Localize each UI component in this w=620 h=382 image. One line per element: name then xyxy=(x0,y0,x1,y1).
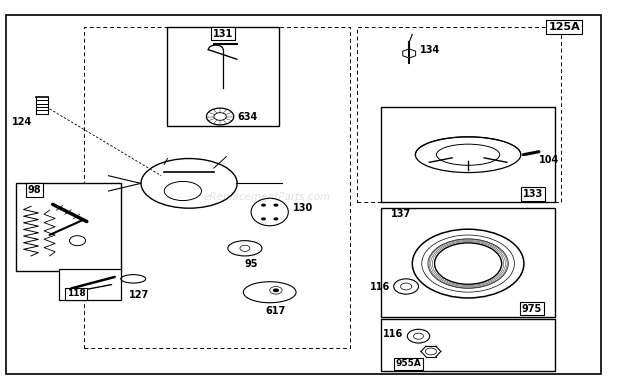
Text: 133: 133 xyxy=(523,189,543,199)
Text: 130: 130 xyxy=(293,203,314,213)
Text: 955A: 955A xyxy=(396,359,422,368)
Text: 975: 975 xyxy=(522,304,542,314)
Bar xyxy=(381,107,555,202)
Text: 124: 124 xyxy=(12,117,33,126)
Bar xyxy=(16,183,121,271)
Text: eReplacementParts.com: eReplacementParts.com xyxy=(203,192,330,202)
Bar xyxy=(381,319,555,371)
Text: 104: 104 xyxy=(539,155,559,165)
Circle shape xyxy=(261,204,266,207)
Circle shape xyxy=(273,204,278,207)
Text: 617: 617 xyxy=(266,306,286,316)
Bar xyxy=(167,27,279,126)
Text: 134: 134 xyxy=(420,45,441,55)
Text: 95: 95 xyxy=(244,259,258,269)
Bar xyxy=(84,27,350,348)
Circle shape xyxy=(273,288,279,292)
Circle shape xyxy=(261,217,266,220)
Circle shape xyxy=(273,217,278,220)
Bar xyxy=(59,269,121,300)
Text: 98: 98 xyxy=(27,185,41,195)
Text: 118: 118 xyxy=(67,289,86,298)
Text: 131: 131 xyxy=(213,29,233,39)
Text: 137: 137 xyxy=(391,209,411,219)
Text: 127: 127 xyxy=(130,290,149,299)
Text: 125A: 125A xyxy=(548,22,580,32)
Bar xyxy=(356,27,561,202)
Text: 116: 116 xyxy=(370,282,391,291)
Text: 116: 116 xyxy=(383,329,403,339)
Text: 634: 634 xyxy=(237,112,258,121)
Bar xyxy=(381,208,555,317)
